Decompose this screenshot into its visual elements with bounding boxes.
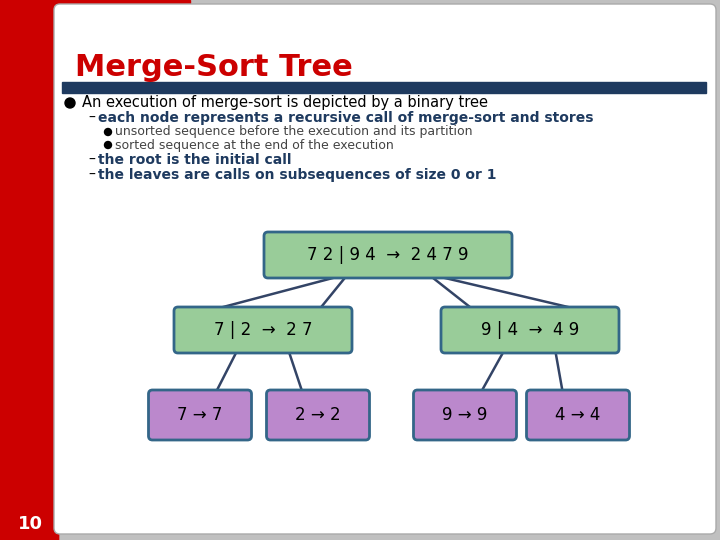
Text: sorted sequence at the end of the execution: sorted sequence at the end of the execut… (115, 138, 394, 152)
FancyBboxPatch shape (54, 4, 716, 534)
Text: –: – (88, 168, 95, 182)
Text: 7 → 7: 7 → 7 (177, 406, 222, 424)
FancyBboxPatch shape (264, 232, 512, 278)
Bar (0, 505, 58, 540)
FancyBboxPatch shape (526, 390, 629, 440)
FancyBboxPatch shape (413, 390, 516, 440)
FancyBboxPatch shape (441, 307, 619, 353)
Text: 4 → 4: 4 → 4 (555, 406, 600, 424)
Circle shape (104, 129, 112, 136)
Text: unsorted sequence before the execution and its partition: unsorted sequence before the execution a… (115, 125, 472, 138)
FancyBboxPatch shape (174, 307, 352, 353)
Text: –: – (88, 153, 95, 167)
Bar (62, 82, 706, 93)
Circle shape (65, 98, 75, 108)
Bar (0, 0, 190, 78)
Text: the root is the initial call: the root is the initial call (98, 153, 292, 167)
Text: –: – (88, 111, 95, 125)
Circle shape (104, 141, 112, 149)
Text: 7 | 2  →  2 7: 7 | 2 → 2 7 (214, 321, 312, 339)
Text: 10: 10 (17, 515, 42, 533)
Text: Merge-Sort Tree: Merge-Sort Tree (75, 53, 353, 83)
Text: An execution of merge-sort is depicted by a binary tree: An execution of merge-sort is depicted b… (82, 96, 488, 111)
Text: 9 → 9: 9 → 9 (442, 406, 487, 424)
Text: 2 → 2: 2 → 2 (295, 406, 341, 424)
Bar (0, 0, 58, 540)
FancyBboxPatch shape (148, 390, 251, 440)
Text: 9 | 4  →  4 9: 9 | 4 → 4 9 (481, 321, 579, 339)
Text: the leaves are calls on subsequences of size 0 or 1: the leaves are calls on subsequences of … (98, 168, 497, 182)
Text: 7 2 | 9 4  →  2 4 7 9: 7 2 | 9 4 → 2 4 7 9 (307, 246, 469, 264)
Text: each node represents a recursive call of merge-sort and stores: each node represents a recursive call of… (98, 111, 593, 125)
FancyBboxPatch shape (266, 390, 369, 440)
